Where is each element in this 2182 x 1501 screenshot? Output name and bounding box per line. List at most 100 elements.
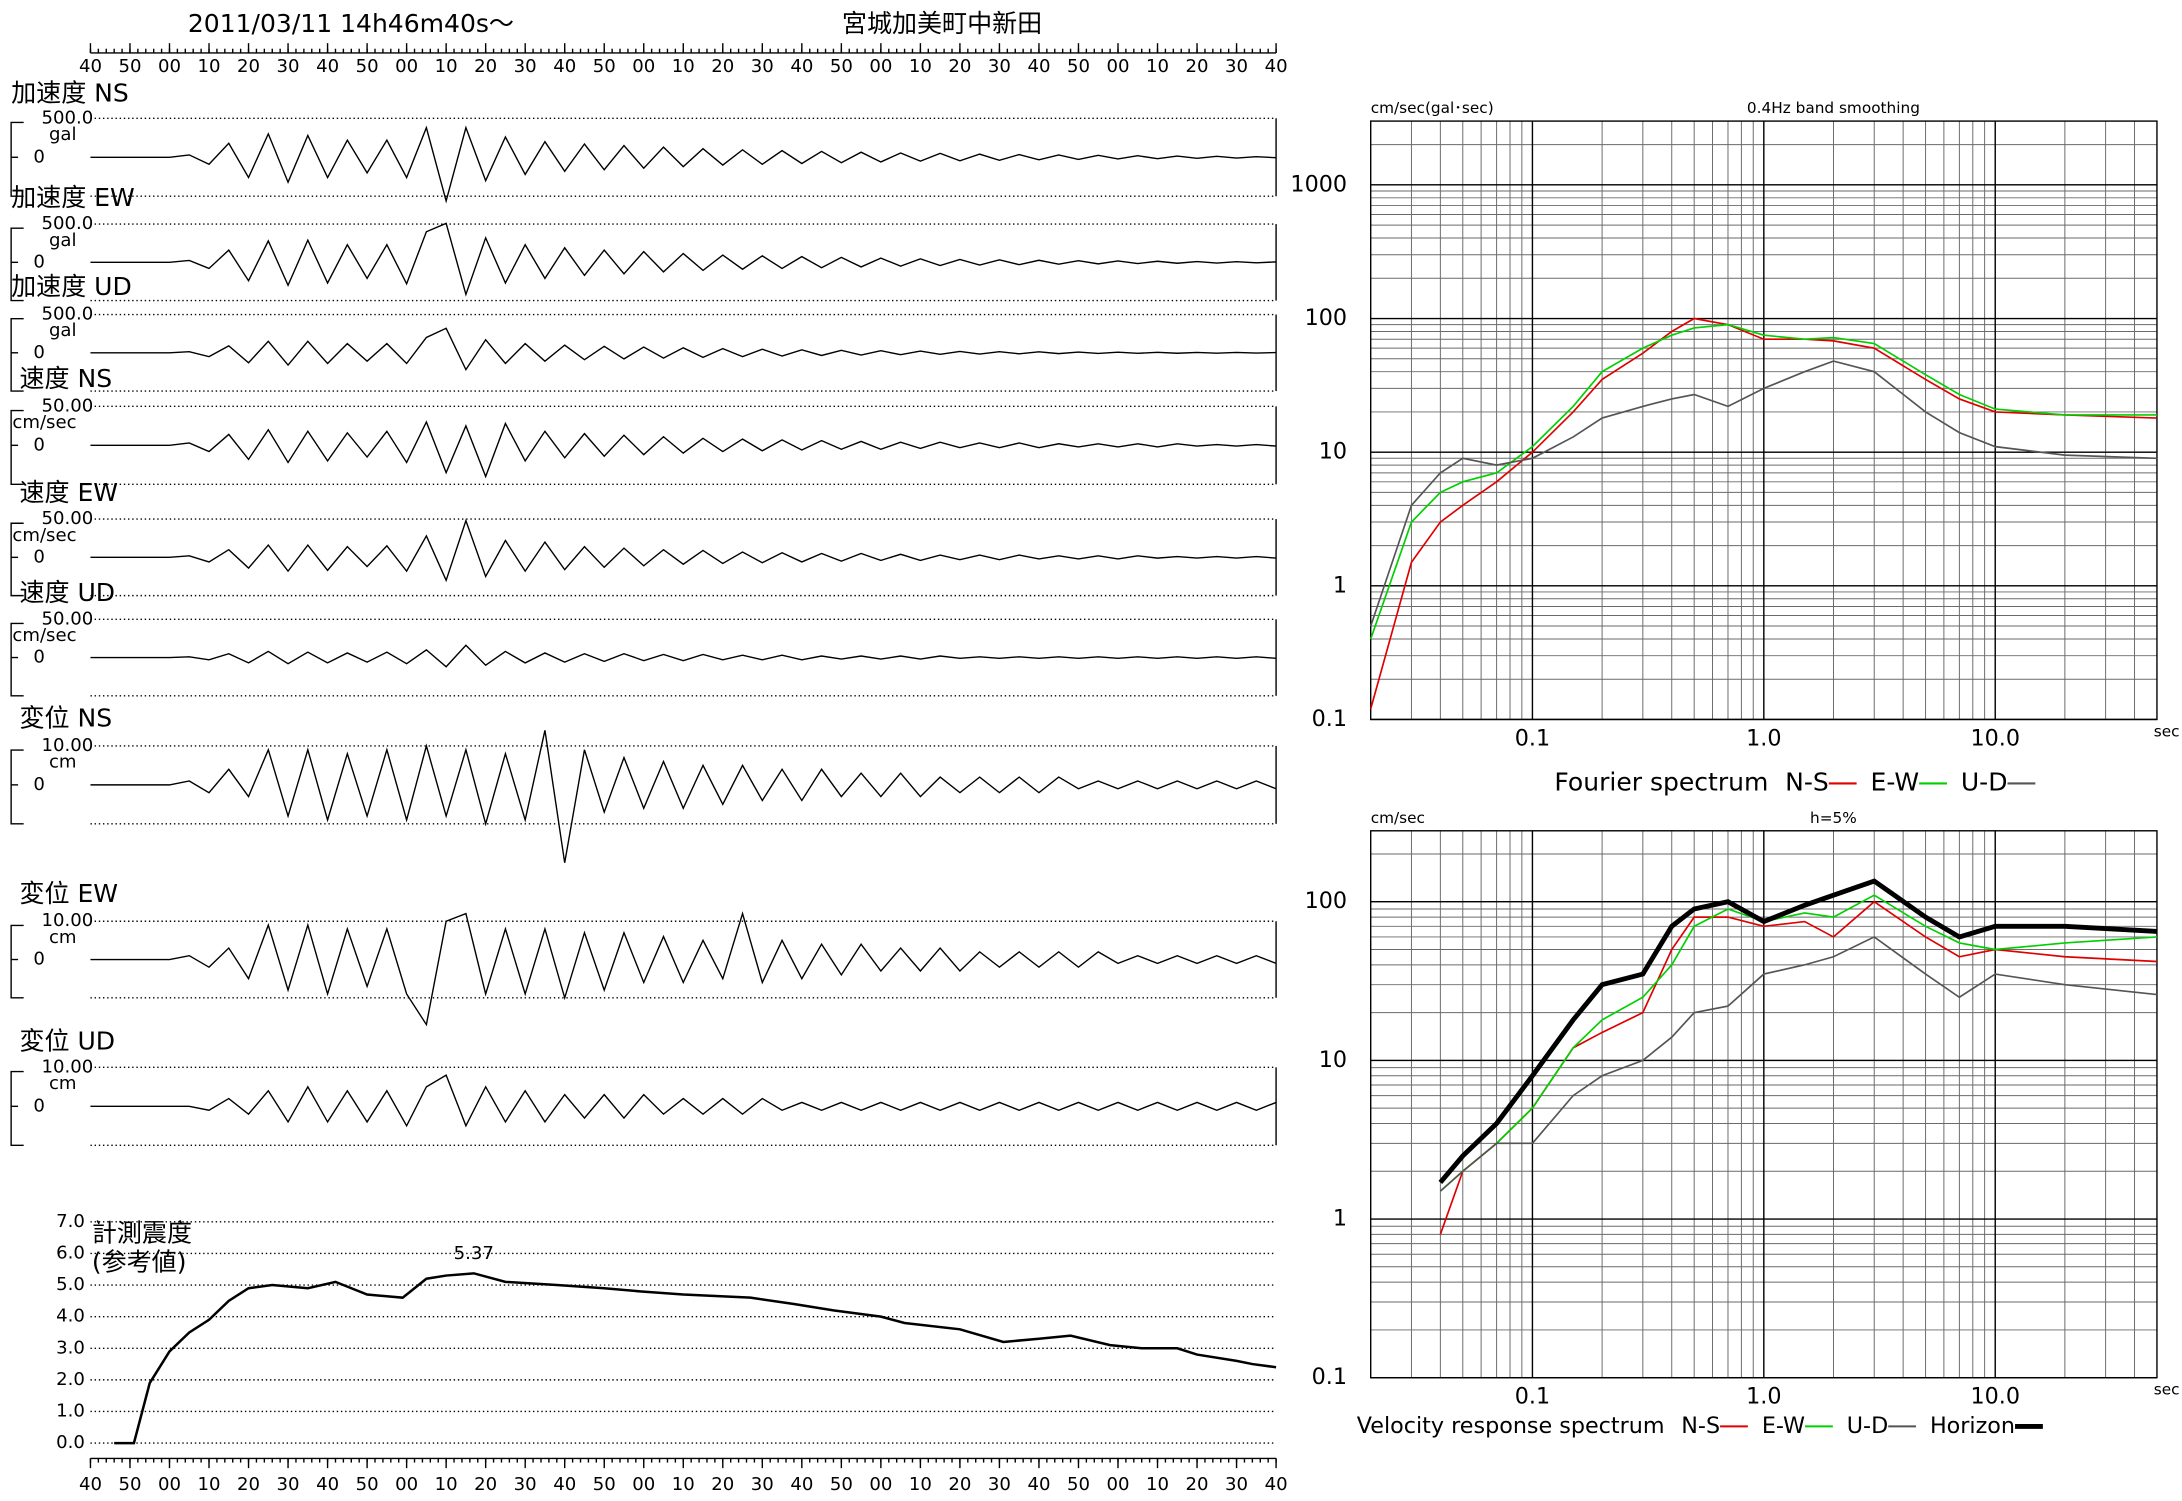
x-tick-label: 10	[1146, 56, 1169, 77]
legend-label: N-S	[1681, 1413, 1720, 1439]
y-tick-label: 0.0	[56, 1432, 85, 1453]
x-tick-label: 0.1	[1515, 725, 1550, 751]
x-tick-label: 40	[79, 1474, 102, 1495]
x-tick-label: 10	[672, 56, 695, 77]
y-tick-label: 0	[33, 949, 45, 970]
x-tick-label: 00	[1106, 1474, 1129, 1495]
x-tick-label: 50	[593, 1474, 616, 1495]
y-tick-label: 0	[33, 251, 45, 272]
y-tick-label: 0	[33, 434, 45, 455]
x-tick-label: 30	[751, 1474, 774, 1495]
legend-label: N-S	[1785, 767, 1829, 796]
x-tick-label: 10	[198, 56, 221, 77]
bracket	[10, 749, 24, 825]
y-tick-label: 100	[1305, 305, 1347, 331]
x-tick-label: 20	[711, 1474, 734, 1495]
trace-label: 変位 NS	[19, 703, 112, 732]
x-tick-label: 40	[1027, 1474, 1050, 1495]
x-tick-label: 0.1	[1515, 1384, 1550, 1410]
y-tick-label: 5.0	[56, 1274, 85, 1295]
trace-label: 変位 UD	[19, 1026, 115, 1055]
x-tick-label: 10	[435, 1474, 458, 1495]
x-tick-label: 10	[672, 1474, 695, 1495]
x-tick-label: 40	[1265, 1474, 1288, 1495]
x-tick-label: 50	[830, 56, 853, 77]
y-tick-label: 100	[1305, 888, 1347, 914]
waveform	[90, 222, 1277, 297]
x-tick-label: 30	[1225, 56, 1248, 77]
record-datetime: 2011/03/11 14h46m40s～	[188, 9, 514, 38]
x-tick-label: 50	[593, 56, 616, 77]
x-tick-label: 00	[158, 1474, 181, 1495]
x-tick-label: 1.0	[1746, 725, 1781, 751]
x-tick-label: 10	[435, 56, 458, 77]
y-tick-label: 0	[33, 146, 45, 167]
bracket	[10, 522, 24, 597]
chart-title: 計測震度	[92, 1218, 192, 1247]
y-tick-label: 10.00	[41, 910, 93, 931]
unit-label: cm/sec	[12, 525, 76, 546]
peak-label: 5.37	[454, 1243, 494, 1264]
unit-label: gal	[49, 320, 77, 341]
legend-label: U-D	[1847, 1413, 1888, 1439]
y-tick-label: 50.00	[41, 395, 93, 416]
y-tick-label: 7.0	[56, 1211, 85, 1232]
legend-label: E-W	[1871, 767, 1920, 796]
x-tick-label: 40	[79, 56, 102, 77]
legend-caption: Fourier spectrum	[1554, 767, 1768, 796]
x-tick-label: 40	[1265, 56, 1288, 77]
y-tick-label: 500.0	[41, 304, 93, 325]
y-tick-label: 4.0	[56, 1306, 85, 1327]
y-tick-label: 50.00	[41, 508, 93, 529]
waveform	[90, 644, 1277, 668]
unit-label: cm	[49, 927, 77, 948]
x-tick-label: 30	[514, 56, 537, 77]
x-tick-label: 1.0	[1746, 1384, 1781, 1410]
x-tick-label: 20	[474, 1474, 497, 1495]
y-tick-label: 10.00	[41, 735, 93, 756]
spectrum-line	[1439, 935, 2158, 1192]
waveform	[90, 911, 1277, 1027]
y-tick-label: 0	[33, 774, 45, 795]
x-axis-label: sec	[2154, 722, 2180, 740]
unit-label: gal	[49, 230, 77, 251]
x-tick-label: 30	[988, 1474, 1011, 1495]
x-tick-label: 20	[237, 56, 260, 77]
trace-label: 加速度 EW	[11, 183, 135, 212]
waveform	[90, 1074, 1277, 1128]
x-tick-label: 10	[1146, 1474, 1169, 1495]
station-name: 宮城加美町中新田	[842, 9, 1042, 38]
bracket	[10, 121, 24, 197]
legend-label: U-D	[1961, 767, 2008, 796]
x-tick-label: 20	[948, 56, 971, 77]
y-tick-label: 10.00	[41, 1056, 93, 1077]
x-tick-label: 50	[356, 1474, 379, 1495]
unit-label: cm	[49, 752, 77, 773]
y-axis-label: cm/sec	[1371, 809, 1425, 827]
x-tick-label: 40	[316, 56, 339, 77]
legend-label: E-W	[1762, 1413, 1805, 1439]
unit-label: cm	[49, 1073, 77, 1094]
x-axis-label: sec	[2154, 1381, 2180, 1399]
y-tick-label: 500.0	[41, 107, 93, 128]
y-tick-label: 3.0	[56, 1337, 85, 1358]
chart-title: h=5%	[1810, 809, 1857, 827]
y-tick-label: 6.0	[56, 1242, 85, 1263]
x-tick-label: 00	[632, 1474, 655, 1495]
x-tick-label: 10	[909, 1474, 932, 1495]
waveform	[90, 327, 1277, 372]
x-tick-label: 20	[711, 56, 734, 77]
bracket	[10, 317, 24, 392]
waveform	[90, 420, 1277, 479]
legend-caption: Velocity response spectrum	[1357, 1413, 1665, 1439]
unit-label: cm/sec	[12, 625, 76, 646]
y-tick-label: 0	[33, 342, 45, 363]
x-tick-label: 50	[830, 1474, 853, 1495]
chart-title: 0.4Hz band smoothing	[1747, 99, 1920, 117]
x-tick-label: 40	[316, 1474, 339, 1495]
spectrum-line	[1439, 894, 2158, 1192]
x-tick-label: 00	[1106, 56, 1129, 77]
x-tick-label: 50	[356, 56, 379, 77]
